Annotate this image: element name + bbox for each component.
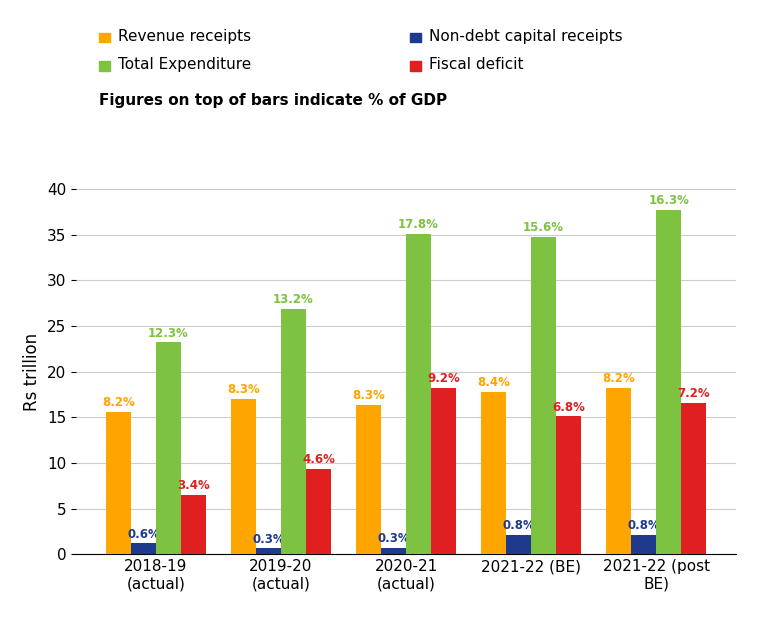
Text: 8.2%: 8.2% — [603, 372, 635, 386]
Text: Total Expenditure: Total Expenditure — [118, 57, 251, 72]
Bar — [481, 392, 506, 554]
Bar — [231, 399, 256, 554]
Text: 3.4%: 3.4% — [177, 479, 209, 492]
Text: 12.3%: 12.3% — [148, 327, 189, 340]
Bar — [681, 403, 706, 554]
Text: 17.8%: 17.8% — [398, 218, 439, 231]
Bar — [606, 388, 631, 554]
Bar — [106, 412, 131, 554]
Text: 0.3%: 0.3% — [252, 533, 285, 546]
Bar — [631, 536, 657, 554]
Text: 7.2%: 7.2% — [677, 387, 710, 400]
Text: 0.8%: 0.8% — [502, 520, 535, 532]
Text: 13.2%: 13.2% — [273, 293, 314, 306]
Bar — [306, 469, 331, 554]
Text: 16.3%: 16.3% — [648, 194, 689, 207]
Bar — [356, 404, 381, 554]
Text: 0.8%: 0.8% — [627, 520, 660, 532]
Text: Non-debt capital receipts: Non-debt capital receipts — [429, 29, 622, 44]
Bar — [156, 343, 181, 554]
Text: 8.4%: 8.4% — [477, 376, 510, 389]
Text: 6.8%: 6.8% — [553, 401, 585, 414]
Bar — [281, 309, 306, 554]
Bar — [131, 544, 156, 554]
Bar — [256, 549, 281, 554]
Text: Figures on top of bars indicate % of GDP: Figures on top of bars indicate % of GDP — [99, 93, 447, 108]
Text: 0.3%: 0.3% — [377, 532, 410, 545]
Bar — [406, 234, 431, 554]
Text: Revenue receipts: Revenue receipts — [118, 29, 250, 44]
Text: 8.3%: 8.3% — [227, 384, 260, 396]
Bar — [657, 210, 681, 554]
Y-axis label: Rs trillion: Rs trillion — [24, 333, 41, 411]
Bar — [531, 236, 556, 554]
Bar — [181, 495, 206, 554]
Text: 0.6%: 0.6% — [127, 528, 160, 541]
Bar — [556, 416, 581, 554]
Bar — [381, 547, 406, 554]
Text: 8.2%: 8.2% — [102, 396, 135, 409]
Text: Fiscal deficit: Fiscal deficit — [429, 57, 524, 72]
Text: 15.6%: 15.6% — [523, 220, 564, 234]
Text: 9.2%: 9.2% — [427, 372, 460, 386]
Text: 8.3%: 8.3% — [352, 389, 385, 402]
Text: 4.6%: 4.6% — [302, 453, 335, 466]
Bar — [506, 536, 531, 554]
Bar — [431, 388, 456, 554]
